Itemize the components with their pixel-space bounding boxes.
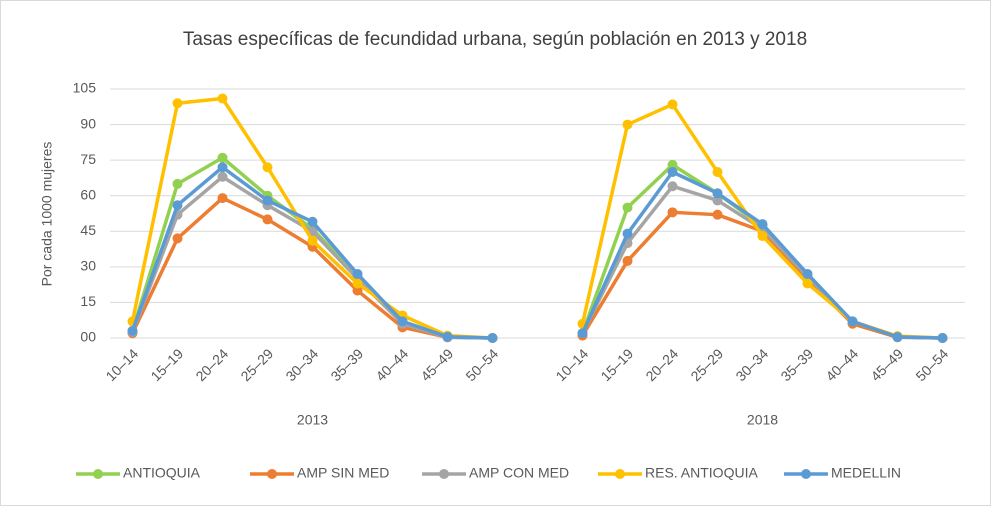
y-tick-label: 105 bbox=[73, 80, 97, 96]
data-point bbox=[217, 162, 228, 173]
legend-label: AMP CON MED bbox=[469, 465, 569, 481]
legend-marker bbox=[267, 469, 277, 479]
data-point bbox=[892, 332, 903, 343]
data-point bbox=[217, 193, 228, 204]
data-point bbox=[712, 195, 723, 206]
data-point bbox=[172, 233, 183, 244]
legend-marker bbox=[615, 469, 625, 479]
data-point bbox=[127, 325, 138, 336]
legend-label: MEDELLIN bbox=[831, 465, 901, 481]
group-label: 2018 bbox=[747, 412, 778, 428]
data-point bbox=[262, 195, 273, 206]
data-point bbox=[217, 152, 228, 163]
data-point bbox=[937, 333, 948, 343]
data-point bbox=[667, 167, 678, 177]
data-point bbox=[217, 93, 228, 104]
data-point bbox=[712, 209, 723, 220]
data-point bbox=[622, 255, 633, 266]
data-point bbox=[307, 235, 318, 246]
data-point bbox=[847, 316, 858, 327]
legend-marker bbox=[93, 469, 103, 479]
y-tick-label: 60 bbox=[80, 186, 96, 202]
legend-label: RES. ANTIOQUIA bbox=[645, 465, 758, 481]
data-point bbox=[622, 202, 633, 213]
data-point bbox=[622, 119, 633, 130]
y-tick-label: 45 bbox=[80, 222, 96, 238]
group-label: 2013 bbox=[297, 412, 328, 428]
data-point bbox=[352, 285, 363, 296]
data-point bbox=[487, 333, 498, 343]
data-point bbox=[577, 328, 588, 339]
y-tick-label: 30 bbox=[80, 258, 96, 274]
y-tick-label: 00 bbox=[80, 329, 96, 345]
data-point bbox=[262, 214, 273, 225]
data-point bbox=[622, 228, 633, 239]
data-point bbox=[712, 188, 723, 199]
data-point bbox=[442, 331, 453, 342]
data-point bbox=[352, 268, 363, 279]
legend-label: ANTIOQUIA bbox=[123, 465, 201, 481]
data-point bbox=[802, 278, 813, 289]
data-point bbox=[757, 231, 768, 242]
y-axis-title: Por cada 1000 mujeres bbox=[39, 142, 55, 287]
data-point bbox=[757, 219, 768, 230]
legend-label: AMP SIN MED bbox=[297, 465, 389, 481]
data-point bbox=[172, 178, 183, 189]
legend-marker bbox=[801, 469, 811, 479]
data-point bbox=[352, 278, 363, 289]
data-point bbox=[262, 162, 273, 173]
data-point bbox=[667, 181, 678, 192]
data-point bbox=[307, 216, 318, 227]
y-tick-label: 15 bbox=[80, 293, 96, 309]
data-point bbox=[667, 207, 678, 218]
data-point bbox=[802, 268, 813, 279]
data-point bbox=[217, 171, 228, 182]
y-tick-label: 75 bbox=[80, 151, 96, 167]
data-point bbox=[172, 200, 183, 211]
data-point bbox=[667, 159, 678, 170]
y-tick-label: 90 bbox=[80, 115, 96, 131]
data-point bbox=[172, 98, 183, 109]
data-point bbox=[397, 316, 408, 327]
data-point bbox=[667, 99, 678, 110]
data-point bbox=[712, 167, 723, 177]
legend-marker bbox=[439, 469, 449, 479]
chart-title: Tasas específicas de fecundidad urbana, … bbox=[183, 29, 807, 50]
